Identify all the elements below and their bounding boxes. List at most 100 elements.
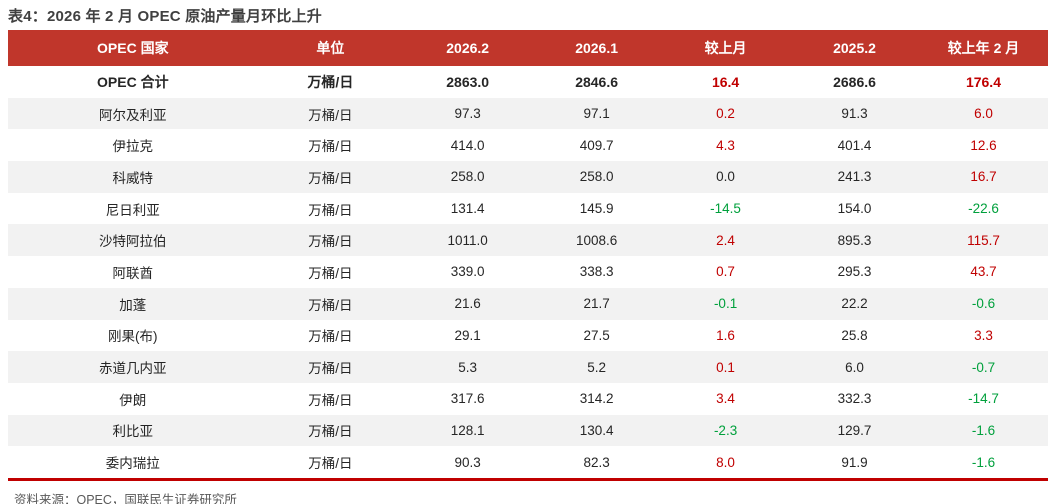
table-title: 表4：2026 年 2 月 OPEC 原油产量月环比上升	[8, 8, 323, 25]
mom-change-cell: 0.0	[716, 169, 735, 185]
value-2026-02-cell: 414.0	[450, 137, 485, 153]
table-row: 科威特 万桶/日 258.0 258.0 0.0 241.3 16.7	[8, 161, 1048, 193]
value-2026-01-cell: 258.0	[579, 169, 614, 185]
unit-cell: 万桶/日	[308, 329, 353, 345]
country-cell: OPEC 合计	[97, 73, 169, 90]
source-note: 资料来源：OPEC，国联民生证券研究所	[14, 492, 237, 504]
mom-change-cell: 16.4	[711, 73, 740, 90]
unit-cell: 万桶/日	[308, 234, 353, 250]
value-2025-02-cell: 129.7	[837, 422, 872, 438]
yoy-change-cell: -0.7	[971, 359, 996, 375]
value-2025-02-cell: 241.3	[837, 169, 872, 185]
table-row: 沙特阿拉伯 万桶/日 1011.0 1008.6 2.4 895.3 115.7	[8, 224, 1048, 257]
value-2025-02-cell: 25.8	[841, 327, 868, 343]
value-2025-02-cell: 91.3	[841, 106, 868, 122]
country-cell: 伊朗	[119, 392, 147, 408]
mom-change-cell: 1.6	[716, 327, 735, 343]
yoy-change-cell: 43.7	[970, 264, 997, 280]
value-2026-02-cell: 131.4	[450, 201, 485, 217]
table-row: 利比亚 万桶/日 128.1 130.4 -2.3 129.7 -1.6	[8, 414, 1048, 447]
yoy-change-cell: 176.4	[965, 73, 1001, 90]
opec-production-table: OPEC 国家 单位 2026.2 2026.1 较上月 2025.2 较上年 …	[8, 30, 1048, 481]
unit-cell: 万桶/日	[308, 456, 353, 472]
mom-change-cell: -14.5	[710, 201, 741, 217]
yoy-change-cell: -22.6	[968, 201, 999, 217]
value-2026-01-cell: 82.3	[583, 454, 610, 470]
country-cell: 加蓬	[119, 297, 147, 313]
value-2026-01-cell: 27.5	[583, 327, 610, 343]
value-2026-02-cell: 258.0	[450, 169, 485, 185]
country-cell: 赤道几内亚	[99, 361, 167, 377]
value-2026-01-cell: 21.7	[583, 296, 610, 312]
table-header-row: OPEC 国家 单位 2026.2 2026.1 较上月 2025.2 较上年 …	[8, 30, 1048, 66]
unit-cell: 万桶/日	[308, 139, 353, 155]
value-2026-02-cell: 1011.0	[447, 232, 488, 248]
unit-cell: 万桶/日	[308, 361, 353, 377]
value-2026-02-cell: 29.1	[454, 327, 481, 343]
value-2025-02-cell: 401.4	[837, 137, 872, 153]
value-2026-01-cell: 5.2	[587, 359, 606, 375]
column-header-2025-02: 2025.2	[833, 40, 876, 56]
mom-change-cell: 4.3	[716, 137, 735, 153]
country-cell: 利比亚	[112, 424, 154, 440]
value-2025-02-cell: 154.0	[837, 201, 872, 217]
value-2026-01-cell: 314.2	[579, 391, 614, 407]
yoy-change-cell: -1.6	[971, 454, 996, 470]
value-2026-01-cell: 130.4	[579, 422, 614, 438]
value-2025-02-cell: 332.3	[837, 391, 872, 407]
column-header-country: OPEC 国家	[97, 40, 169, 56]
country-cell: 伊拉克	[112, 139, 154, 155]
value-2026-02-cell: 97.3	[454, 106, 481, 122]
value-2025-02-cell: 895.3	[837, 232, 872, 248]
value-2026-02-cell: 5.3	[458, 359, 478, 375]
value-2026-02-cell: 21.6	[454, 296, 481, 312]
mom-change-cell: 0.1	[716, 359, 735, 375]
mom-change-cell: 0.2	[716, 106, 735, 122]
table-row: 阿联酋 万桶/日 339.0 338.3 0.7 295.3 43.7	[8, 256, 1048, 288]
table-row: 委内瑞拉 万桶/日 90.3 82.3 8.0 91.9 -1.6	[8, 446, 1048, 478]
table-row: 阿尔及利亚 万桶/日 97.3 97.1 0.2 91.3 6.0	[8, 97, 1048, 130]
table-row: 刚果(布) 万桶/日 29.1 27.5 1.6 25.8 3.3	[8, 320, 1048, 352]
table-row: OPEC 合计 万桶/日 2863.0 2846.6 16.4 2686.6 1…	[8, 66, 1048, 98]
value-2026-01-cell: 338.3	[579, 264, 614, 280]
mom-change-cell: 2.4	[716, 232, 735, 248]
unit-cell: 万桶/日	[308, 107, 353, 123]
country-cell: 尼日利亚	[105, 202, 160, 218]
unit-cell: 万桶/日	[308, 265, 353, 281]
unit-cell: 万桶/日	[307, 73, 354, 90]
yoy-change-cell: 115.7	[967, 232, 1000, 248]
value-2026-02-cell: 339.0	[450, 264, 485, 280]
column-header-yoy: 较上年 2 月	[947, 40, 1020, 56]
mom-change-cell: -0.1	[713, 296, 738, 312]
yoy-change-cell: 6.0	[974, 106, 993, 122]
country-cell: 科威特	[112, 170, 154, 186]
yoy-change-cell: -0.6	[971, 296, 996, 312]
column-header-2026-01: 2026.1	[575, 40, 619, 56]
value-2026-02-cell: 90.3	[454, 454, 481, 470]
value-2026-02-cell: 128.1	[450, 422, 485, 438]
value-2025-02-cell: 6.0	[845, 359, 864, 375]
yoy-change-cell: 12.6	[970, 137, 997, 153]
mom-change-cell: 0.7	[716, 264, 735, 280]
table-row: 伊朗 万桶/日 317.6 314.2 3.4 332.3 -14.7	[8, 383, 1048, 415]
column-header-2026-02: 2026.2	[446, 40, 490, 56]
country-cell: 委内瑞拉	[105, 456, 160, 472]
value-2026-01-cell: 145.9	[579, 201, 614, 217]
unit-cell: 万桶/日	[308, 170, 353, 186]
table-body: OPEC 合计 万桶/日 2863.0 2846.6 16.4 2686.6 1…	[8, 66, 1048, 478]
value-2026-02-cell: 2863.0	[446, 73, 490, 90]
value-2025-02-cell: 22.2	[841, 296, 868, 312]
unit-cell: 万桶/日	[308, 297, 353, 313]
mom-change-cell: 8.0	[716, 454, 735, 470]
unit-cell: 万桶/日	[308, 392, 353, 408]
table-row: 尼日利亚 万桶/日 131.4 145.9 -14.5 154.0 -22.6	[8, 193, 1048, 225]
country-cell: 刚果(布)	[108, 329, 158, 345]
column-header-unit: 单位	[316, 40, 345, 56]
value-2026-01-cell: 1008.6	[575, 232, 618, 248]
value-2025-02-cell: 91.9	[841, 454, 868, 470]
yoy-change-cell: 16.7	[970, 169, 997, 185]
yoy-change-cell: -1.6	[971, 422, 996, 438]
value-2025-02-cell: 2686.6	[833, 73, 876, 90]
value-2026-02-cell: 317.6	[450, 391, 485, 407]
